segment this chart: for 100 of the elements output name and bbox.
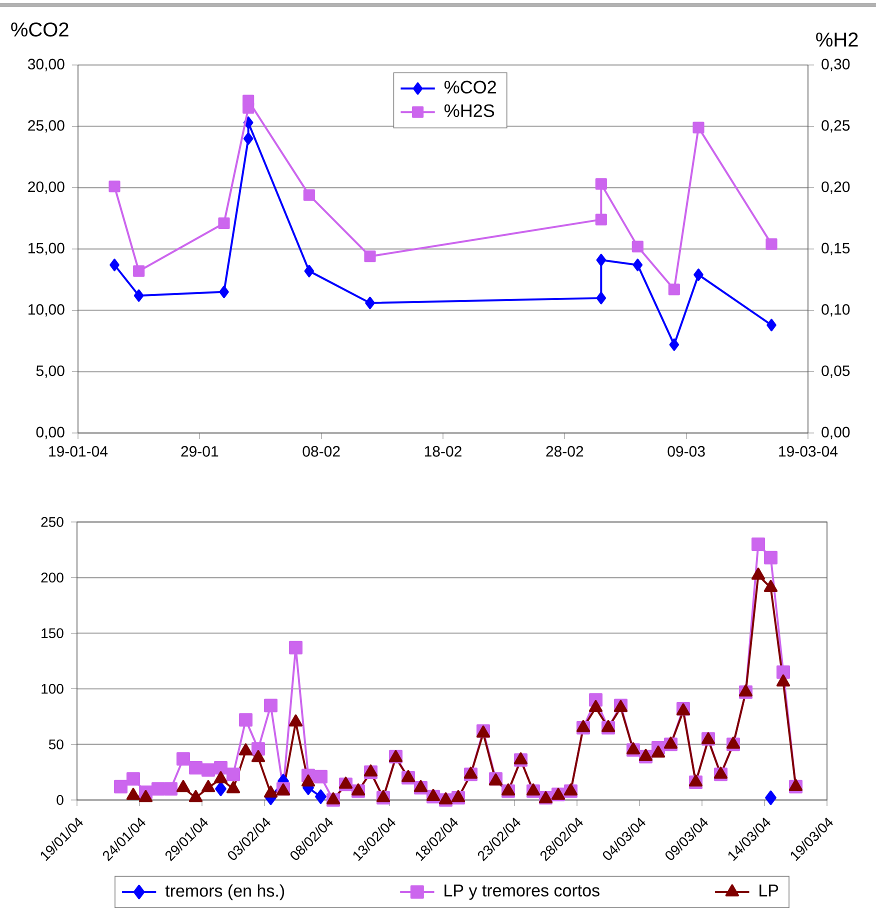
point — [651, 746, 666, 758]
point — [588, 700, 603, 712]
point — [315, 789, 326, 804]
point — [215, 782, 226, 796]
y-axis-title: %CO2 — [11, 22, 68, 37]
point — [301, 774, 316, 787]
x-tick-label: 18-02 — [424, 446, 462, 457]
point — [595, 214, 607, 226]
legend-label: %CO2 — [444, 80, 496, 94]
point — [751, 537, 766, 551]
point — [526, 783, 540, 796]
y-tick-label: 30,00 — [28, 58, 64, 72]
point — [564, 783, 578, 796]
point — [288, 714, 303, 727]
point — [626, 742, 640, 754]
point — [264, 786, 278, 798]
y-tick-label: 20,00 — [28, 181, 64, 194]
point — [219, 286, 229, 298]
y2-tick-label: 0,20 — [822, 181, 850, 194]
point — [176, 752, 190, 766]
point — [251, 750, 266, 762]
y2-tick-label: 0,30 — [822, 58, 850, 72]
point — [692, 122, 704, 134]
point — [764, 550, 778, 564]
x-tick-label: 29-01 — [181, 446, 218, 457]
y2-tick-label: 0,15 — [822, 242, 850, 256]
point — [464, 766, 478, 779]
point — [595, 178, 607, 190]
point — [766, 318, 776, 332]
point — [126, 788, 140, 800]
point — [288, 640, 303, 654]
point — [738, 684, 753, 696]
point — [764, 580, 778, 592]
point — [451, 790, 466, 802]
point — [188, 760, 203, 775]
point — [226, 768, 240, 782]
legend-label: LP y tremores cortos — [444, 884, 600, 900]
point — [188, 790, 203, 802]
point — [664, 736, 678, 749]
point — [596, 292, 606, 304]
y-tick-label: 25,00 — [28, 120, 64, 133]
point — [201, 780, 216, 792]
point — [134, 289, 144, 302]
point — [201, 763, 216, 777]
y-tick-label: 5,00 — [36, 365, 64, 378]
x-tick-label: 09-03 — [668, 446, 705, 457]
point — [694, 268, 704, 281]
y2-tick-label: 0,00 — [822, 426, 850, 440]
point — [714, 766, 728, 779]
point — [114, 780, 128, 794]
point — [596, 254, 606, 266]
point — [238, 713, 253, 727]
x-tick-label: 19-03-04 — [779, 446, 838, 457]
y-tick-label: 200 — [41, 572, 64, 583]
point — [303, 189, 315, 201]
point — [242, 94, 254, 106]
y-tick-label: 250 — [41, 517, 64, 527]
point — [669, 338, 680, 351]
point — [304, 264, 314, 278]
legend-label: tremors (en hs.) — [165, 884, 284, 900]
point — [364, 250, 376, 262]
point — [726, 736, 740, 749]
y-tick-label: 10,00 — [28, 304, 64, 317]
point — [376, 790, 390, 802]
y2-axis-title: %H2 — [816, 32, 858, 47]
y-tick-label: 0,00 — [36, 426, 64, 440]
point — [226, 781, 240, 794]
point — [365, 296, 375, 310]
point — [314, 770, 328, 784]
point — [766, 238, 778, 250]
x-tick-label: 28-02 — [546, 446, 584, 457]
y-tick-label: 0 — [56, 795, 64, 805]
point — [264, 698, 278, 712]
point — [108, 180, 120, 192]
point — [326, 792, 340, 804]
point — [126, 772, 140, 786]
point — [238, 743, 253, 756]
point — [765, 790, 776, 806]
point — [338, 776, 353, 789]
point — [351, 783, 366, 796]
point — [151, 782, 166, 796]
point — [164, 782, 178, 796]
point — [243, 132, 254, 145]
point — [776, 674, 790, 686]
point — [133, 265, 145, 277]
y-tick-label: 150 — [42, 628, 64, 638]
point — [438, 792, 453, 804]
point — [414, 780, 428, 792]
point — [110, 258, 120, 272]
point — [668, 284, 680, 296]
point — [632, 240, 644, 252]
x-tick-label: 08-02 — [302, 446, 340, 457]
point — [776, 665, 790, 679]
legend-label: %H2S — [444, 104, 494, 118]
point — [632, 258, 643, 272]
point — [218, 217, 230, 230]
point — [514, 752, 528, 764]
x-tick-label: 19-01-04 — [49, 446, 108, 457]
point — [214, 771, 228, 784]
point — [638, 748, 653, 761]
